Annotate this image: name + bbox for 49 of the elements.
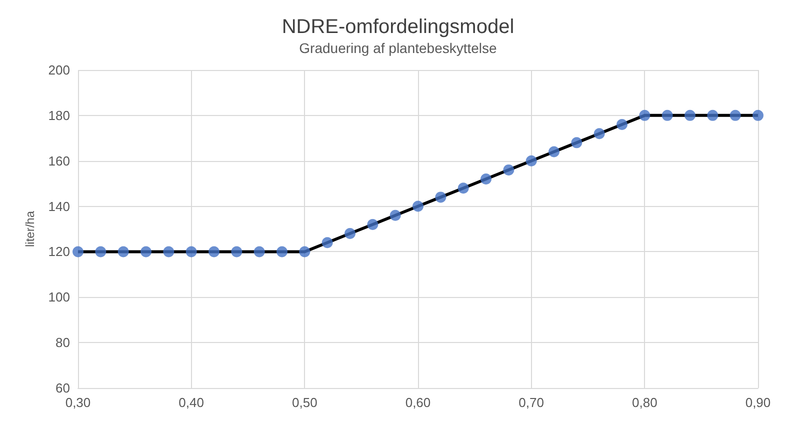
y-tick-label: 80 — [56, 335, 70, 350]
point — [503, 164, 514, 176]
point — [752, 110, 764, 121]
y-tick-label: 120 — [48, 244, 70, 260]
point — [616, 119, 628, 130]
x-tick-label: 0,90 — [745, 395, 771, 410]
y-axis-title: liter/ha — [23, 210, 37, 248]
point — [571, 137, 582, 148]
y-tick-label: 160 — [48, 153, 70, 168]
point — [367, 218, 378, 230]
point — [344, 228, 356, 240]
y-tick-label: 100 — [48, 290, 70, 305]
y-tick-label: 140 — [48, 198, 70, 214]
point — [662, 110, 673, 121]
point — [526, 155, 537, 166]
point — [412, 200, 424, 212]
point — [95, 246, 106, 258]
point — [548, 146, 560, 158]
point — [594, 128, 605, 140]
chart-subtitle: Graduering af plantebeskyttelse — [299, 40, 498, 56]
x-tick-label: 0,30 — [65, 395, 91, 410]
x-tick-label: 0,80 — [632, 395, 658, 410]
point — [458, 182, 469, 194]
x-tick-label: 0,70 — [518, 395, 544, 410]
point — [480, 174, 492, 185]
x-tick-label: 0,40 — [178, 395, 204, 410]
chart-title: NDRE-omfordelingsmodel — [282, 16, 514, 38]
point — [163, 246, 174, 258]
point — [684, 110, 696, 121]
y-tick-label: 180 — [48, 108, 70, 123]
x-tick-label: 0,60 — [405, 395, 431, 410]
point — [140, 246, 152, 258]
point — [299, 246, 310, 258]
point — [118, 246, 129, 258]
point — [707, 110, 718, 121]
y-tick-label: 60 — [56, 380, 70, 396]
point — [730, 110, 741, 121]
point — [72, 246, 84, 258]
point — [435, 192, 446, 203]
y-tick-label: 200 — [48, 62, 70, 78]
point — [208, 246, 220, 258]
point — [322, 237, 333, 248]
point — [254, 246, 265, 258]
point — [231, 246, 242, 258]
x-tick-label: 0,50 — [292, 395, 318, 410]
point — [186, 246, 197, 258]
point — [276, 246, 288, 258]
point — [390, 210, 401, 221]
point — [639, 110, 650, 121]
